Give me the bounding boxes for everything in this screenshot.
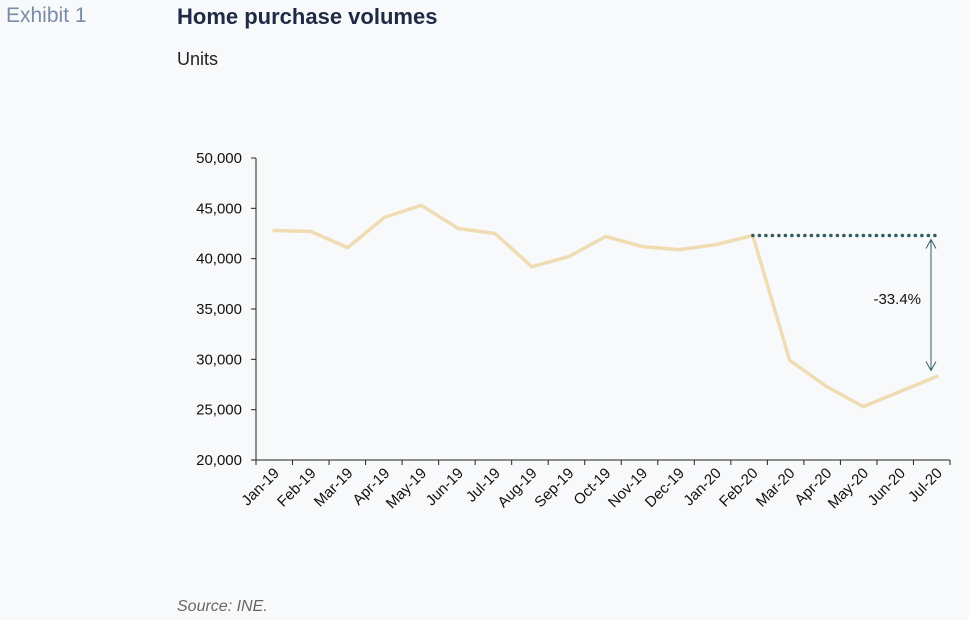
change-arrow-head-top [925, 238, 937, 249]
y-tick-label: 35,000 [196, 301, 242, 318]
x-tick-label: Feb-20 [716, 465, 762, 511]
x-tick-label: Jan-20 [680, 465, 724, 509]
data-point [567, 255, 571, 259]
data-point [309, 229, 313, 233]
y-tick-label: 40,000 [196, 251, 242, 268]
source-note: Source: INE. [177, 598, 268, 615]
y-tick-label: 25,000 [196, 402, 242, 419]
x-tick-label: Aug-19 [494, 465, 540, 511]
change-arrow-head-bottom [925, 361, 937, 372]
chart-units-label: Units [177, 49, 219, 69]
y-tick-label: 45,000 [196, 200, 242, 217]
y-axis: 20,000 25,000 30,000 35,000 40,000 45,000 50,0… [196, 150, 257, 469]
change-label: -33.4% [873, 291, 921, 308]
data-point [714, 243, 718, 247]
y-tick-label: 50,000 [196, 150, 242, 167]
data-point [456, 226, 460, 230]
x-tick-label: May-20 [825, 465, 872, 512]
data-point [935, 374, 939, 378]
exhibit-label: Exhibit 1 [6, 4, 87, 27]
data-point [346, 246, 350, 250]
data-point [640, 245, 644, 249]
x-axis: Jan-19Feb-19Mar-19Apr-19May-19Jun-19Jul-… [238, 459, 951, 512]
data-point [272, 228, 276, 232]
data-point [788, 358, 792, 362]
chart-title: Home purchase volumes [177, 4, 438, 29]
data-point [861, 405, 865, 409]
annotation-layer: -33.4% [751, 233, 939, 372]
data-point [825, 385, 828, 389]
x-tick-label: Jun-19 [423, 465, 467, 509]
x-tick-label: Nov-19 [605, 465, 651, 511]
x-tick-label: May-19 [383, 465, 430, 512]
x-tick-label: Jun-20 [865, 465, 909, 509]
x-tick-label: Jan-19 [238, 465, 282, 509]
line-chart: 20,000 25,000 30,000 35,000 40,000 45,000 50,0… [196, 150, 951, 512]
y-tick-label: 20,000 [196, 452, 242, 469]
x-tick-label: Mar-19 [311, 465, 357, 511]
data-point [898, 390, 902, 394]
x-tick-label: Mar-20 [753, 465, 799, 511]
x-tick-label: Sep-19 [531, 465, 577, 511]
data-point [530, 265, 534, 269]
x-tick-label: Feb-19 [274, 465, 320, 511]
data-point [604, 235, 607, 239]
data-point [493, 232, 497, 235]
data-point [677, 248, 681, 252]
x-tick-label: Jul-20 [905, 465, 946, 506]
x-tick-label: Dec-19 [642, 465, 688, 511]
data-point [383, 215, 386, 219]
data-point [419, 203, 423, 207]
y-tick-label: 30,000 [196, 351, 242, 368]
